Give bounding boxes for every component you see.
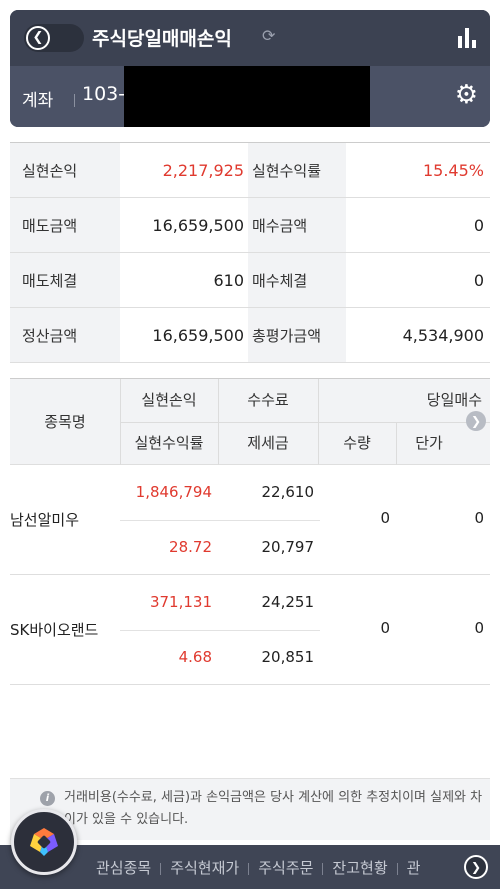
realized-pl: 1,846,794 — [135, 483, 212, 501]
app-logo-icon — [30, 828, 58, 856]
buy-qty: 0 — [380, 619, 390, 637]
summary-label: 매수체결 — [248, 253, 346, 307]
summary-label: 매도체결 — [10, 253, 120, 307]
summary-label: 매도금액 — [10, 198, 120, 252]
nav-item-current-price[interactable]: 주식현재가 — [170, 859, 240, 877]
summary-value: 16,659,500 — [152, 325, 244, 345]
notice-text: 거래비용(수수료, 세금)과 손익금액은 당사 계산에 의한 추정치이며 실제와… — [64, 790, 483, 827]
nav-item-balance[interactable]: 잔고현황 — [332, 859, 388, 877]
chevron-right-icon[interactable]: ❯ — [466, 411, 486, 431]
column-header-price: 단가 — [415, 434, 443, 452]
stock-name: SK바이오랜드 — [10, 621, 99, 639]
summary-label: 매수금액 — [248, 198, 346, 252]
divider — [160, 862, 162, 875]
app-header: ❮ 주식당일매매손익 ⟳ 계좌 103- ⚙ — [10, 10, 490, 127]
tax: 20,797 — [261, 538, 315, 556]
column-header-realized-pl: 실현손익 — [141, 391, 197, 409]
buy-qty: 0 — [380, 509, 390, 527]
table-row[interactable]: SK바이오랜드 371,131 24,251 4.68 20,851 0 0 — [10, 575, 490, 685]
back-button[interactable]: ❮ — [24, 24, 84, 52]
account-bar: 계좌 103- ⚙ — [10, 66, 490, 127]
column-header-qty: 수량 — [343, 434, 371, 452]
fee: 24,251 — [261, 593, 315, 611]
bottom-nav: 관심종목 주식현재가 주식주문 잔고현황 관 ❯ — [0, 845, 500, 889]
column-header-tax: 제세금 — [247, 434, 289, 452]
divider — [120, 520, 320, 521]
column-header-name: 종목명 — [44, 413, 86, 431]
chevron-right-icon[interactable]: ❯ — [464, 855, 488, 879]
realized-rate: 4.68 — [178, 648, 212, 666]
table-row[interactable]: 남선알미우 1,846,794 22,610 28.72 20,797 0 0 — [10, 465, 490, 575]
table-header: 종목명 실현손익 실현수익률 수수료 제세금 당일매수 수량 단가 ❯ — [10, 379, 490, 465]
divider — [248, 862, 250, 875]
page-title: 주식당일매매손익 — [92, 28, 232, 50]
nav-item-watchlist[interactable]: 관심종목 — [96, 859, 152, 877]
divider — [396, 422, 397, 465]
buy-price: 0 — [474, 509, 484, 527]
account-number[interactable]: 103- — [82, 83, 126, 105]
stock-pl-table: 종목명 실현손익 실현수익률 수수료 제세금 당일매수 수량 단가 ❯ 남선알미… — [10, 378, 490, 685]
tax: 20,851 — [261, 648, 315, 666]
info-icon: i — [40, 791, 55, 806]
summary-label: 총평가금액 — [248, 308, 346, 362]
summary-value: 15.45% — [422, 160, 484, 180]
notice-box: i 거래비용(수수료, 세금)과 손익금액은 당사 계산에 의한 추정치이며 실… — [10, 778, 490, 840]
column-header-buy-today: 당일매수 — [426, 391, 482, 409]
realized-rate: 28.72 — [169, 538, 212, 556]
chevron-left-icon: ❮ — [26, 26, 50, 50]
title-bar: ❮ 주식당일매매손익 ⟳ — [10, 10, 490, 66]
summary-value: 4,534,900 — [402, 325, 484, 345]
nav-item-more[interactable]: 관 — [406, 859, 421, 877]
summary-label: 정산금액 — [10, 308, 120, 362]
summary-row: 매도체결 610 매수체결 0 — [10, 253, 490, 308]
account-label: 계좌 — [22, 91, 54, 111]
realized-pl: 371,131 — [149, 593, 212, 611]
summary-value: 16,659,500 — [152, 215, 244, 235]
summary-label: 실현손익 — [10, 143, 120, 197]
summary-row: 매도금액 16,659,500 매수금액 0 — [10, 198, 490, 253]
refresh-icon[interactable]: ⟳ — [262, 26, 276, 45]
fee: 22,610 — [261, 483, 315, 501]
stock-name: 남선알미우 — [10, 511, 80, 529]
bar-chart-icon[interactable] — [458, 28, 476, 48]
divider — [396, 862, 398, 875]
column-header-realized-rate: 실현수익률 — [134, 434, 204, 452]
summary-row: 정산금액 16,659,500 총평가금액 4,534,900 — [10, 308, 490, 363]
summary-value: 2,217,925 — [162, 160, 244, 180]
gear-icon[interactable]: ⚙ — [454, 80, 478, 110]
divider — [322, 862, 324, 875]
summary-table: 실현손익 2,217,925 실현수익률 15.45% 매도금액 16,659,… — [10, 142, 490, 363]
summary-value: 0 — [473, 215, 484, 235]
summary-value: 610 — [213, 270, 244, 290]
divider — [74, 94, 75, 107]
summary-label: 실현수익률 — [248, 143, 346, 197]
nav-items: 관심종목 주식현재가 주식주문 잔고현황 관 — [96, 857, 420, 878]
floating-menu-button[interactable] — [11, 809, 77, 875]
column-header-fee: 수수료 — [247, 391, 289, 409]
nav-item-order[interactable]: 주식주문 — [258, 859, 314, 877]
summary-row: 실현손익 2,217,925 실현수익률 15.45% — [10, 143, 490, 198]
account-redaction — [124, 66, 370, 127]
summary-value: 0 — [473, 270, 484, 290]
divider — [120, 630, 320, 631]
divider — [120, 422, 490, 423]
buy-price: 0 — [474, 619, 484, 637]
